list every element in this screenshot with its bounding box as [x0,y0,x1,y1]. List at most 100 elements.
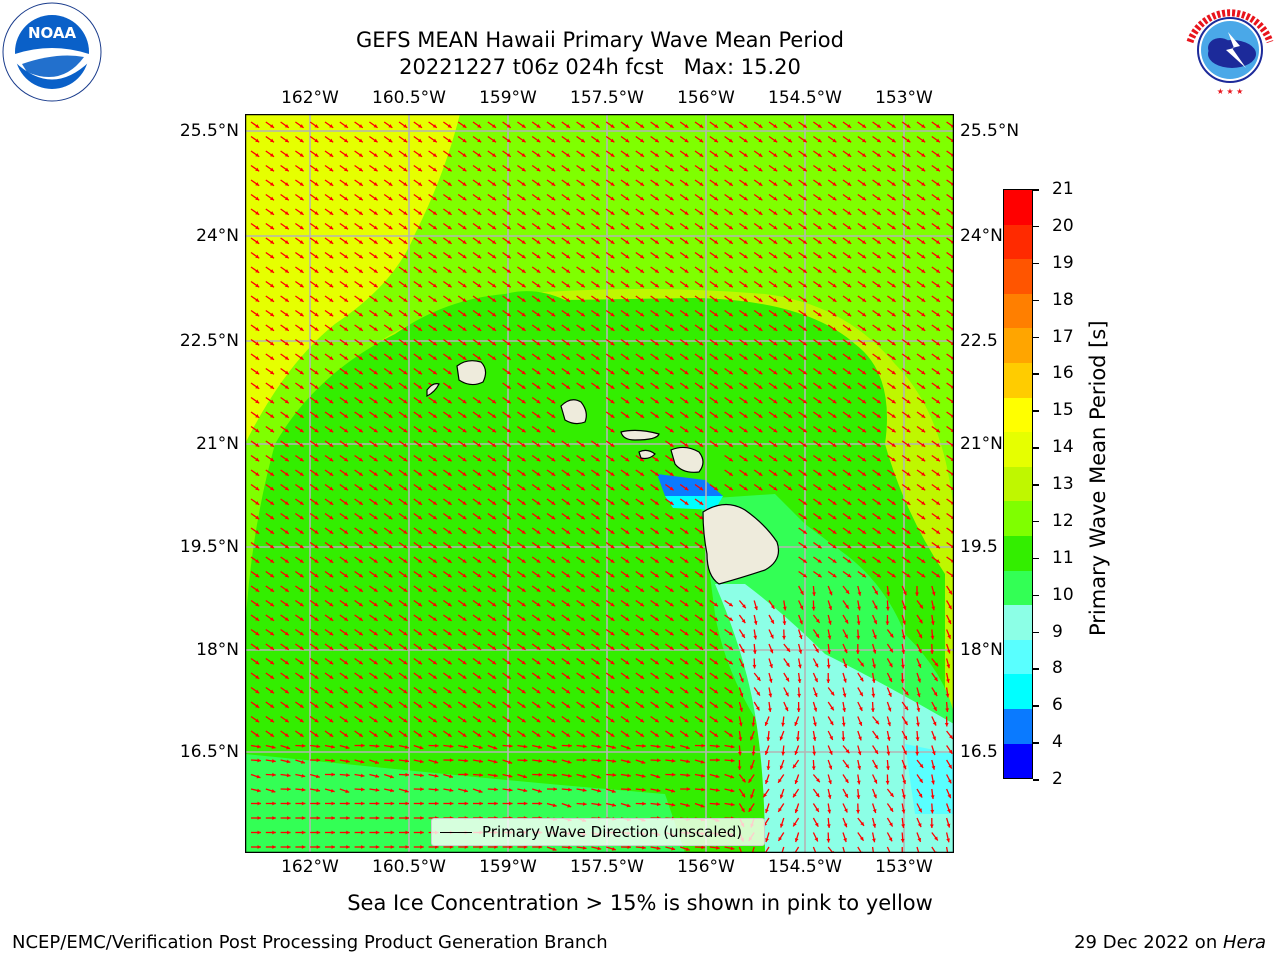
wave-direction-arrowhead [536,631,541,636]
wave-direction-arrowhead [551,341,556,346]
wave-direction-arrowhead [551,689,556,694]
wave-direction-arrowhead [684,443,689,447]
wave-direction-arrowhead [582,774,587,779]
wave-direction-arrowhead [891,443,896,447]
wave-direction-arrowhead [373,689,378,694]
wave-direction-arrowhead [521,588,526,592]
wave-direction-arrowhead [832,414,837,418]
wave-direction-arrowhead [872,649,877,654]
wave-direction-arrowhead [743,327,748,331]
wave-direction-arrowhead [582,788,587,792]
wave-direction-arrowhead [344,544,348,549]
lon-tick-label-top: 157.5°W [570,88,644,108]
wave-direction-arrowhead [536,356,541,360]
wave-direction-arrowhead [506,559,511,563]
wave-direction-arrowhead [640,370,644,375]
wave-direction-arrowhead [373,269,378,273]
noaa-logo: NOAA [2,2,102,102]
wave-direction-arrowhead [773,356,778,360]
wave-direction-arrowhead [699,501,704,505]
wave-direction-arrowhead [270,428,274,433]
wave-direction-arrowhead [610,733,615,737]
wave-direction-arrowhead [797,679,802,683]
wave-direction-arrowhead [580,298,585,302]
wave-direction-arrowhead [314,704,319,708]
wave-direction-arrowhead [654,472,659,476]
wave-direction-arrowhead [418,689,422,694]
wave-direction-arrowhead [847,312,852,317]
wave-direction-arrowhead [506,704,511,708]
wave-direction-arrowhead [847,370,852,375]
wave-direction-arrowhead [754,606,758,611]
wave-direction-arrowhead [331,816,335,820]
wave-direction-arrowhead [462,298,467,302]
wave-direction-arrowhead [936,283,940,288]
wave-direction-arrowhead [889,807,894,812]
wave-direction-arrowhead [699,399,704,404]
wave-direction-arrowhead [685,803,690,808]
wave-direction-arrowhead [521,602,526,607]
wave-direction-arrowhead [418,414,422,418]
wave-direction-arrowhead [751,751,756,756]
wave-direction-arrowhead [916,707,921,712]
wave-direction-arrowhead [595,225,600,230]
wave-direction-arrowhead [432,211,437,215]
wave-direction-arrowhead [272,830,276,835]
wave-direction-arrowhead [299,501,304,505]
wave-direction-arrowhead [669,182,674,186]
wave-direction-arrowhead [344,327,348,331]
wave-direction-arrowhead [625,718,630,723]
wave-direction-arrowhead [610,486,615,491]
wave-direction-arrowhead [418,573,422,578]
wave-direction-arrowhead [284,718,289,723]
wave-direction-arrowhead [314,718,319,723]
wave-direction-arrowhead [299,414,304,418]
wave-direction-arrowhead [477,689,482,694]
wave-direction-arrowhead [492,501,496,505]
wave-direction-arrowhead [876,544,881,549]
wave-direction-arrowhead [462,312,467,317]
wave-direction-arrowhead [403,675,408,679]
wave-direction-arrowhead [284,240,289,244]
wave-direction-arrowhead [714,196,718,201]
wave-direction-arrowhead [948,749,953,754]
wave-direction-arrowhead [802,225,807,230]
wave-direction-arrowhead [449,788,454,793]
wave-direction-arrowhead [477,196,482,201]
wave-direction-arrowhead [506,196,511,201]
wave-direction-arrowhead [654,631,659,636]
wave-direction-arrowhead [255,341,260,346]
wave-direction-arrowhead [403,269,408,273]
wave-direction-arrowhead [862,167,866,172]
wave-direction-arrowhead [493,759,498,764]
wave-direction-arrowhead [871,679,876,683]
wave-direction-arrowhead [876,283,881,288]
wave-direction-arrowhead [656,788,661,793]
wave-direction-arrowhead [403,660,408,665]
wave-direction-arrowhead [566,356,570,360]
wave-direction-arrowhead [447,124,452,128]
wave-direction-arrowhead [329,312,334,317]
wave-direction-arrowhead [462,733,467,737]
wave-direction-arrowhead [432,515,437,520]
wave-direction-arrowhead [714,428,718,433]
wave-direction-arrowhead [568,787,572,792]
wave-direction-arrowhead [447,341,452,346]
wave-direction-arrowhead [773,327,778,331]
wave-direction-arrowhead [344,646,348,650]
wave-direction-arrowhead [331,758,335,763]
wave-direction-arrowhead [728,225,733,230]
wave-direction-arrowhead [654,660,659,665]
wave-direction-arrowhead [373,472,378,476]
wave-direction-arrowhead [344,414,348,418]
wave-direction-arrowhead [580,501,585,505]
wave-direction-arrowhead [936,225,940,230]
wave-direction-arrowhead [843,663,848,668]
wave-direction-arrowhead [887,722,892,727]
wave-direction-arrowhead [862,240,866,244]
wave-direction-arrowhead [420,787,424,792]
wave-direction-arrowhead [432,617,437,621]
wave-direction-arrowhead [270,660,274,665]
wave-direction-arrowhead [904,691,909,696]
wave-direction-arrowhead [640,240,644,244]
